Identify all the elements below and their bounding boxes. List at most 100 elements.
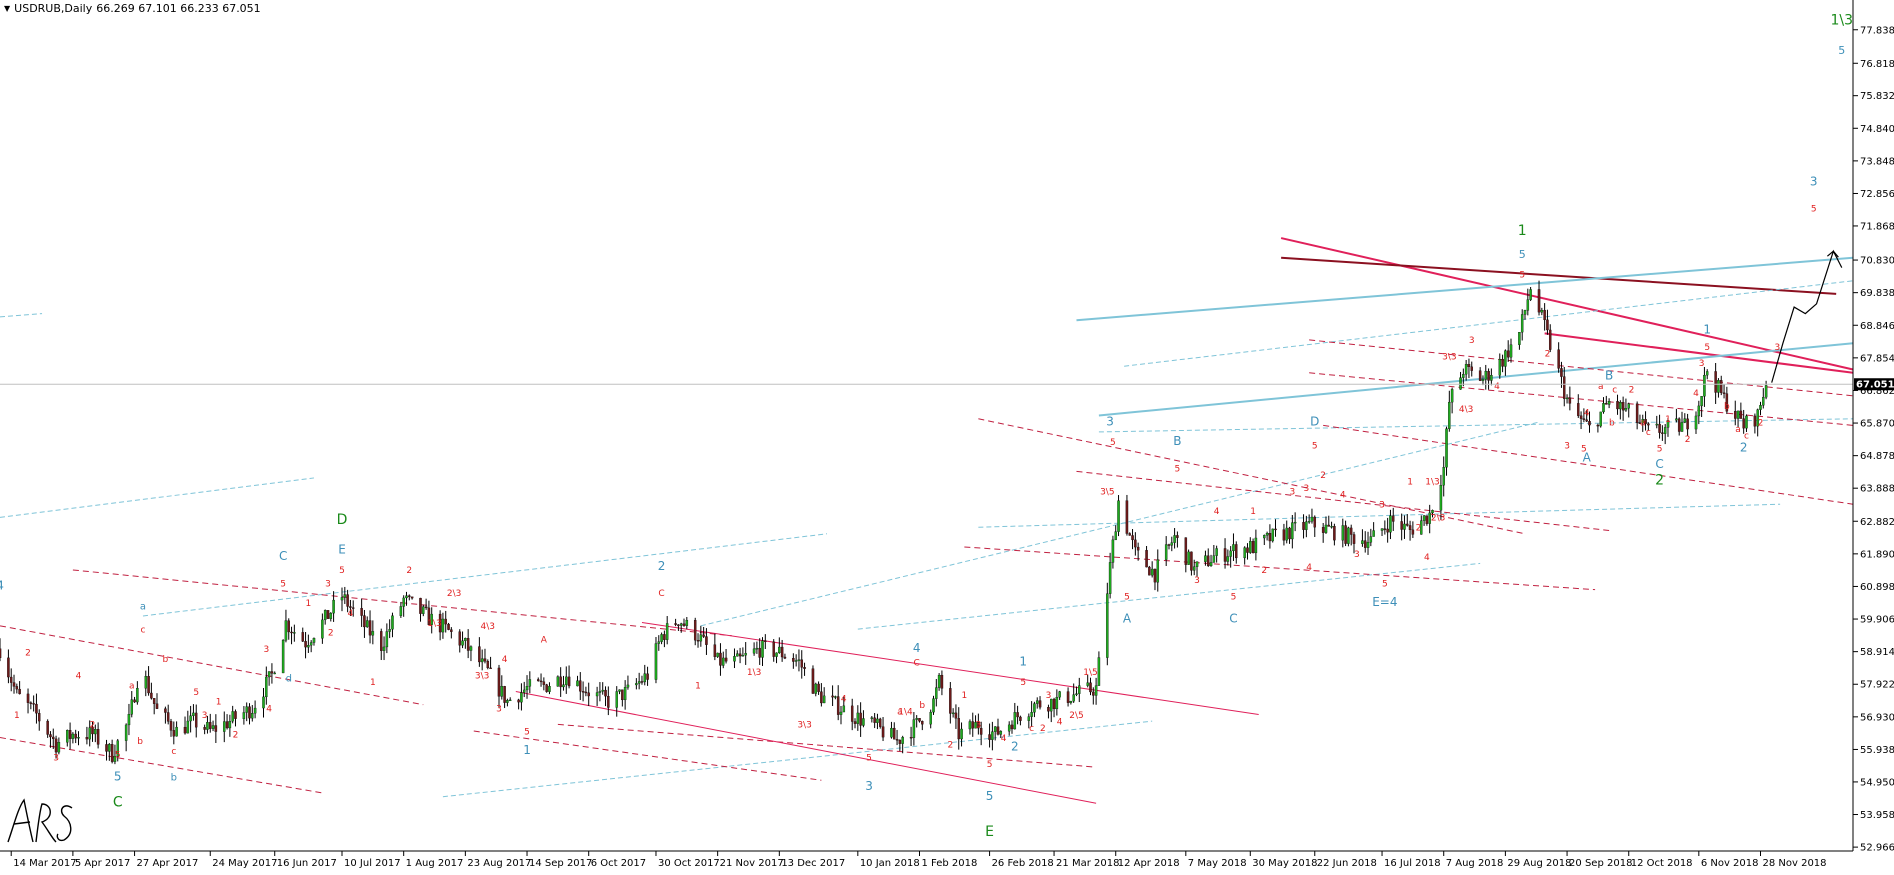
candle-bull	[245, 706, 248, 713]
trendline[interactable]	[978, 418, 1526, 535]
wave-label: 4	[348, 609, 354, 619]
candle-bear	[780, 646, 784, 658]
wave-label: 1\5	[1083, 668, 1097, 678]
trendline[interactable]	[1124, 280, 1854, 367]
price-tick-label: 61.890	[1860, 549, 1894, 560]
candle-bear	[1467, 364, 1471, 367]
candle-bull	[1484, 370, 1488, 380]
candle-bull	[1195, 561, 1199, 567]
time-tick-label: 21 Mar 2018	[1056, 858, 1119, 869]
wave-label: c	[1612, 385, 1617, 395]
candle-bull	[206, 722, 209, 730]
candle-bear	[301, 632, 305, 642]
candle-bull	[1666, 420, 1670, 428]
candle-bull	[1655, 423, 1659, 426]
trendline[interactable]	[1309, 339, 1854, 397]
candle-bull	[520, 692, 523, 703]
trendline[interactable]	[0, 737, 326, 794]
trendline[interactable]	[0, 625, 424, 706]
candle-bull	[1450, 389, 1454, 403]
wave-label: 5	[1838, 44, 1845, 57]
trendline[interactable]	[641, 622, 1259, 716]
candle-bull	[1072, 694, 1075, 702]
candle-bull	[430, 613, 433, 625]
candle-bull	[1164, 544, 1168, 560]
candle-bear	[1621, 402, 1625, 411]
trendline[interactable]	[1309, 372, 1854, 426]
candle-bear	[713, 644, 717, 657]
wave-label: 5	[114, 769, 122, 783]
trendline[interactable]	[515, 691, 1097, 804]
trendline[interactable]	[978, 503, 1781, 528]
candle-bear	[1742, 418, 1745, 429]
candle-bull	[1602, 403, 1605, 413]
candle-bear	[859, 712, 862, 726]
candle-bull	[576, 680, 579, 687]
wave-label: 4	[266, 704, 272, 714]
candle-bear	[458, 631, 461, 646]
trendline[interactable]	[1544, 332, 1854, 374]
candle-bull	[797, 659, 801, 661]
candle-bull	[1243, 547, 1246, 559]
candle-bull	[186, 720, 190, 734]
trendline[interactable]	[1280, 237, 1854, 371]
price-tick-label: 53.958	[1860, 810, 1894, 821]
candle-bull	[293, 632, 296, 634]
candle-bear	[91, 727, 94, 735]
candle-bear	[234, 711, 237, 719]
wave-label: C	[658, 589, 664, 599]
candle-bull	[192, 712, 195, 716]
candle-bear	[674, 623, 677, 625]
candle-bear	[817, 683, 820, 692]
trendline[interactable]	[1098, 342, 1854, 417]
candle-bear	[803, 667, 806, 669]
price-tick-label: 62.882	[1860, 517, 1894, 528]
candle-bull	[329, 612, 333, 619]
trendline[interactable]	[1098, 418, 1854, 433]
dropdown-triangle-icon[interactable]: ▼	[4, 4, 11, 13]
trendline[interactable]	[0, 313, 43, 318]
candle-bear	[54, 738, 58, 753]
wave-label: 2	[1740, 441, 1748, 455]
wave-label: B	[1605, 368, 1613, 382]
candle-bull	[388, 629, 391, 632]
candle-bear	[346, 594, 349, 607]
trendline[interactable]	[0, 477, 315, 518]
trendline[interactable]	[857, 562, 1481, 630]
candle-bear	[1190, 551, 1193, 571]
time-tick-label: 12 Oct 2018	[1631, 858, 1693, 869]
candle-bear	[988, 734, 991, 740]
symbol-label: USDRUB,Daily	[14, 2, 93, 15]
trendline[interactable]	[1076, 256, 1854, 322]
candle-bear	[444, 618, 447, 625]
time-tick-label: 5 Apr 2017	[75, 858, 130, 869]
time-tick-label: 23 Aug 2017	[467, 858, 531, 869]
candle-bear	[419, 597, 422, 614]
trendline[interactable]	[964, 546, 1596, 591]
candle-bull	[385, 631, 389, 648]
trendline[interactable]	[72, 569, 732, 637]
candle-bear	[850, 705, 854, 722]
trendline[interactable]	[442, 720, 1153, 798]
candle-bear	[898, 739, 902, 744]
candle-bear	[1568, 397, 1572, 404]
candle-bull	[741, 655, 745, 657]
wave-label: 4	[1306, 563, 1312, 573]
candle-bull	[464, 638, 467, 641]
candle-bull	[657, 641, 661, 644]
candle-bear	[1400, 521, 1403, 530]
trendline[interactable]	[1281, 256, 1837, 295]
wave-label: 1	[1665, 415, 1671, 425]
candle-bear	[203, 727, 206, 730]
trendline[interactable]	[473, 730, 822, 781]
price-tick-label: 74.840	[1860, 124, 1894, 135]
candle-bull	[1291, 522, 1294, 540]
candle-bear	[921, 721, 924, 725]
trendline[interactable]	[142, 533, 828, 617]
candle-bear	[208, 722, 212, 729]
candle-bull	[130, 699, 134, 715]
candle-bull	[1341, 525, 1345, 541]
candle-bull	[113, 755, 117, 762]
